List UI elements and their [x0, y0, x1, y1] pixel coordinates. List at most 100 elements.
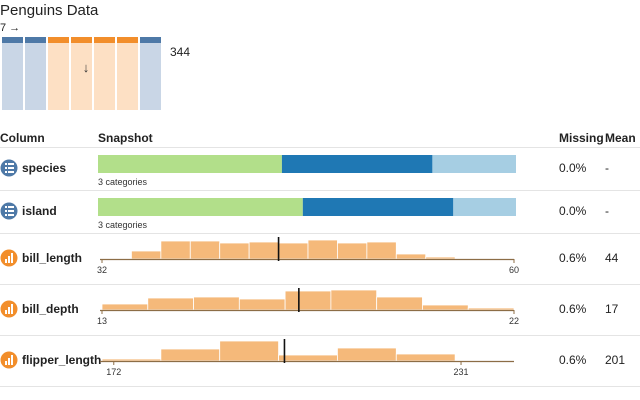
type-icon — [0, 300, 18, 318]
icon-glyph — [11, 253, 13, 263]
icon-glyph — [5, 163, 7, 165]
icon-glyph — [8, 256, 10, 263]
category-segment — [281, 155, 433, 173]
icon-glyph — [8, 210, 14, 212]
histogram-bar — [101, 358, 162, 362]
type-icon — [0, 159, 18, 177]
histogram-bar — [219, 242, 250, 260]
snapshot: 13 22 — [97, 288, 519, 326]
icon-glyph — [8, 163, 14, 165]
column-name: species — [22, 161, 67, 175]
row-arrow: ↓ — [83, 60, 90, 75]
histogram-bar — [160, 240, 191, 260]
histogram-bar — [160, 348, 221, 362]
title: Penguins Data — [0, 2, 99, 19]
row-rule — [0, 233, 640, 234]
histogram-bar — [284, 290, 332, 311]
column-header: Missing — [559, 131, 604, 145]
icon-glyph — [11, 355, 13, 365]
icon-glyph — [5, 214, 7, 216]
icon-glyph — [5, 167, 7, 169]
tick-label: 60 — [509, 265, 519, 275]
column-name: bill_depth — [22, 302, 79, 316]
histogram-bar — [278, 242, 309, 260]
mean-value: - — [605, 204, 609, 218]
histogram-bar — [337, 242, 368, 260]
category-segment — [98, 198, 303, 216]
header-rule — [0, 147, 640, 148]
row-count: 344 — [170, 45, 191, 59]
category-segment — [302, 198, 454, 216]
histogram-bar — [248, 241, 279, 260]
histogram-bar — [337, 347, 397, 362]
snapshot: 32 60 — [97, 237, 519, 275]
histogram-bar — [395, 353, 456, 362]
column-name: bill_length — [22, 251, 82, 265]
tick-label: 22 — [509, 316, 519, 326]
histogram-bar — [366, 241, 397, 260]
histogram-bar — [193, 296, 240, 311]
type-icon — [0, 202, 18, 220]
mean-value: 201 — [605, 353, 626, 367]
column-name: island — [22, 204, 57, 218]
missing-value: 0.6% — [559, 302, 587, 316]
histogram-bar — [189, 240, 221, 260]
mean-value: 17 — [605, 302, 619, 316]
histogram-bar — [147, 297, 194, 311]
histogram-bar — [278, 354, 338, 362]
icon-glyph — [8, 358, 10, 365]
icon-glyph — [5, 171, 7, 173]
category-segment — [453, 198, 516, 216]
histogram-bar — [376, 296, 423, 311]
mean-value: - — [605, 161, 609, 175]
column-header: Column — [0, 131, 45, 145]
row-rule — [0, 386, 640, 387]
icon-glyph — [5, 310, 7, 314]
column-name: flipper_length — [22, 353, 102, 367]
category-segment — [432, 155, 516, 173]
table-overview: ↓ — [2, 37, 161, 110]
missing-value: 0.0% — [559, 161, 587, 175]
row-rule — [0, 335, 640, 336]
column-header: Mean — [605, 131, 636, 145]
histogram-bar — [422, 304, 469, 311]
row-rule — [0, 284, 640, 285]
category-segment — [98, 155, 282, 173]
icon-glyph — [11, 304, 13, 314]
snapshot: 3 categories — [98, 155, 516, 187]
missing-value: 0.0% — [559, 204, 587, 218]
tick-label: 231 — [454, 367, 469, 377]
icon-glyph — [8, 171, 14, 173]
type-icon — [0, 249, 18, 267]
tick-label: 13 — [97, 316, 107, 326]
icon-glyph — [8, 167, 14, 169]
icon-glyph — [8, 214, 14, 216]
tick-label: 32 — [97, 265, 107, 275]
tick-label: 172 — [106, 367, 121, 377]
histogram-bar — [330, 289, 378, 311]
icon-glyph — [8, 206, 14, 208]
histogram-bar — [238, 298, 286, 311]
snapshot-summary: 3 categories — [98, 177, 148, 187]
icon-glyph — [5, 206, 7, 208]
icon-glyph — [5, 361, 7, 365]
histogram-bar — [467, 307, 515, 311]
icon-glyph — [5, 210, 7, 212]
histogram-bar — [307, 239, 338, 260]
icon-glyph — [5, 259, 7, 263]
column-count: 7 → — [0, 22, 21, 34]
histogram-bar — [131, 250, 162, 260]
histogram-bar — [425, 256, 456, 260]
type-icon — [0, 351, 18, 369]
row-rule — [0, 190, 640, 191]
overview-columns — [2, 37, 161, 110]
histogram-bar — [395, 253, 427, 260]
missing-value: 0.6% — [559, 251, 587, 265]
snapshot: 3 categories — [98, 198, 516, 230]
histogram-bar — [101, 303, 149, 311]
snapshot: 172 231 — [100, 339, 514, 377]
snapshot-summary: 3 categories — [98, 220, 148, 230]
missing-value: 0.6% — [559, 353, 587, 367]
icon-glyph — [8, 307, 10, 314]
